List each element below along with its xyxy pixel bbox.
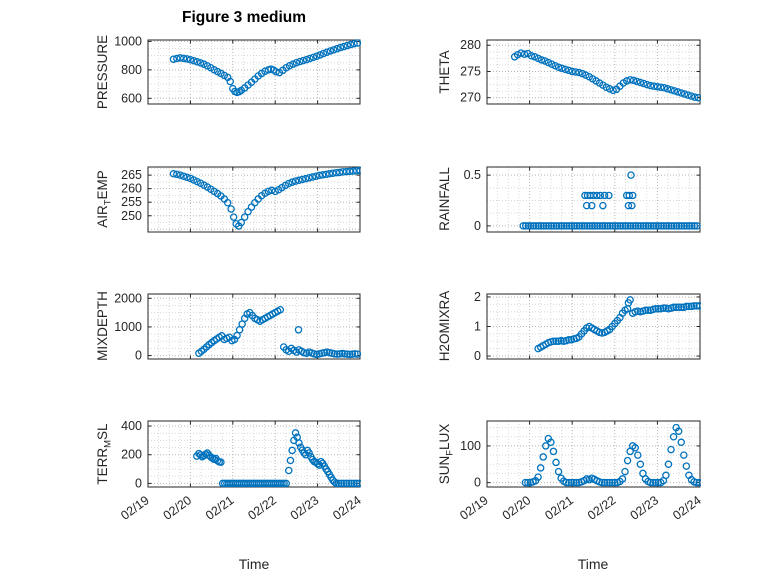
svg-text:2: 2 — [474, 290, 481, 304]
subplot-rainfall: 00.5 — [464, 166, 701, 233]
svg-text:0: 0 — [474, 219, 481, 233]
svg-text:0: 0 — [474, 349, 481, 363]
svg-text:02/23: 02/23 — [628, 493, 662, 523]
xlabel-time-left: Time — [238, 556, 270, 572]
series-h2omixra — [534, 296, 701, 353]
svg-text:02/21: 02/21 — [203, 493, 237, 523]
series-terr-msl — [193, 429, 361, 488]
series-pressure — [169, 39, 361, 97]
svg-text:02/24: 02/24 — [670, 493, 704, 523]
ylabel-terr-msl: TERRMSL — [95, 423, 114, 485]
svg-text:265: 265 — [121, 168, 142, 182]
xlabel-time-right: Time — [577, 556, 609, 572]
svg-text:0.5: 0.5 — [464, 168, 481, 182]
svg-text:270: 270 — [460, 91, 481, 105]
svg-text:260: 260 — [121, 182, 142, 196]
svg-text:0: 0 — [135, 476, 142, 490]
svg-text:255: 255 — [121, 195, 142, 209]
ylabel-sun-flux: SUNFLUX — [437, 423, 456, 485]
subplot-h2omixra: 0 1 2 — [474, 290, 701, 363]
subplot-theta: 270 275 280 — [460, 38, 701, 105]
subplot-pressure: 600 800 1000 — [114, 34, 361, 105]
svg-text:100: 100 — [460, 439, 481, 453]
svg-text:600: 600 — [121, 91, 142, 105]
svg-text:400: 400 — [121, 419, 142, 433]
subplot-sun-flux: 02/19 02/20 02/21 02/22 02/23 02/24 0 100 — [457, 420, 704, 523]
svg-text:02/23: 02/23 — [288, 493, 322, 523]
svg-text:02/22: 02/22 — [245, 493, 279, 523]
svg-text:02/24: 02/24 — [330, 493, 364, 523]
figure-title: Figure 3 medium — [181, 9, 307, 26]
svg-text:1000: 1000 — [114, 34, 142, 48]
series-rainfall — [519, 171, 701, 230]
subplot-terr-msl: 02/19 02/20 02/21 02/22 02/23 02/24 0 200 400 — [118, 419, 364, 523]
svg-text:200: 200 — [121, 448, 142, 462]
svg-text:02/20: 02/20 — [161, 493, 195, 523]
svg-text:0: 0 — [474, 476, 481, 490]
subplot-mixdepth: 0 1000 2000 — [114, 291, 361, 363]
series-air-temp — [169, 166, 361, 230]
series-theta — [510, 49, 701, 102]
svg-text:02/21: 02/21 — [542, 493, 576, 523]
svg-text:02/22: 02/22 — [585, 493, 619, 523]
svg-text:275: 275 — [460, 64, 481, 78]
series-sun-flux — [521, 423, 701, 487]
svg-text:02/20: 02/20 — [500, 493, 534, 523]
svg-text:0: 0 — [135, 349, 142, 363]
svg-text:800: 800 — [121, 63, 142, 77]
svg-text:1: 1 — [474, 320, 481, 334]
svg-text:250: 250 — [121, 209, 142, 223]
svg-text:2000: 2000 — [114, 291, 142, 305]
svg-text:02/19: 02/19 — [457, 493, 491, 523]
svg-text:02/19: 02/19 — [118, 493, 152, 523]
series-mixdepth — [195, 305, 361, 359]
svg-text:1000: 1000 — [114, 320, 142, 334]
svg-text:280: 280 — [460, 38, 481, 52]
